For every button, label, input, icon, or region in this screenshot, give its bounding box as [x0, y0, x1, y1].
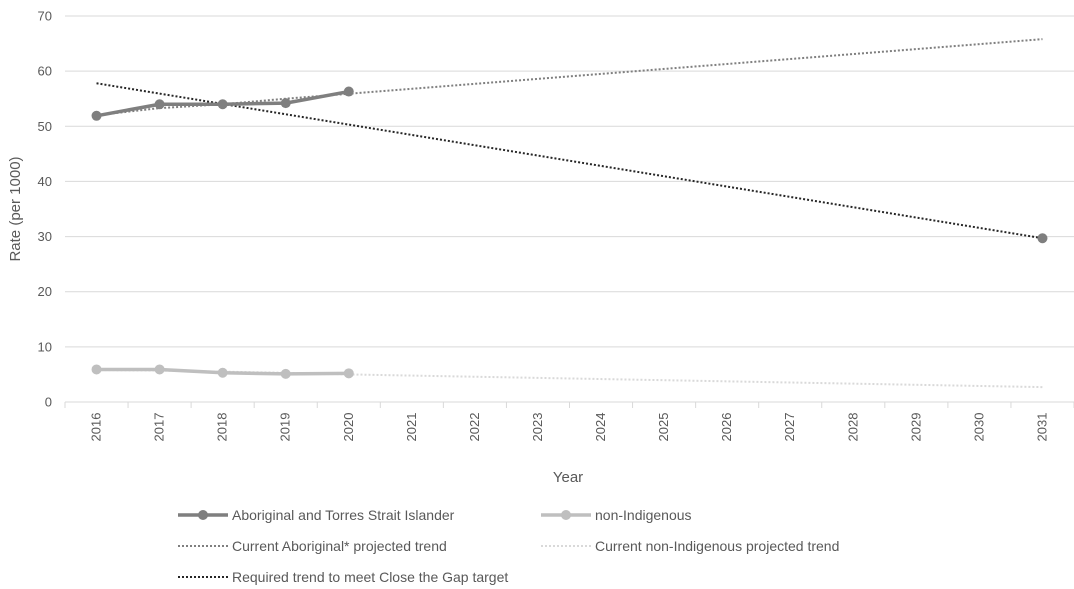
data-point — [217, 367, 228, 378]
trend-line — [96, 82, 1043, 240]
x-tick-label: 2020 — [341, 413, 356, 442]
series-2 — [96, 38, 1043, 117]
x-tick-label: 2026 — [719, 413, 734, 442]
y-tick-label: 20 — [38, 284, 52, 299]
data-point — [91, 364, 102, 375]
data-point — [280, 368, 291, 379]
y-tick-label: 60 — [38, 64, 52, 79]
y-tick-label: 40 — [38, 174, 52, 189]
legend-label: Current non-Indigenous projected trend — [595, 538, 839, 554]
x-tick-label: 2031 — [1034, 413, 1049, 442]
series-4 — [96, 82, 1048, 244]
series-0 — [91, 86, 354, 121]
series-layer — [91, 38, 1048, 389]
y-tick-label: 70 — [38, 9, 52, 24]
x-tick-label: 2028 — [845, 413, 860, 442]
x-tick-label: 2027 — [782, 413, 797, 442]
x-tick-label: 2022 — [467, 413, 482, 442]
y-tick-label: 30 — [38, 229, 52, 244]
y-tick-label: 10 — [38, 339, 52, 354]
legend-label: Aboriginal and Torres Strait Islander — [232, 507, 455, 523]
gridlines — [65, 15, 1074, 348]
target-point — [1037, 233, 1048, 244]
x-tick-label: 2019 — [278, 413, 293, 442]
x-tick-label: 2017 — [152, 413, 167, 442]
x-tick-label: 2024 — [593, 413, 608, 442]
y-axis-title: Rate (per 1000) — [7, 156, 24, 261]
y-tick-labels: 0 10 20 30 40 50 60 70 — [38, 9, 52, 410]
legend-marker — [198, 510, 208, 520]
x-tick-label: 2029 — [908, 413, 923, 442]
y-tick-label: 50 — [38, 119, 52, 134]
x-tick-label: 2030 — [971, 413, 986, 442]
x-tick-label: 2021 — [404, 413, 419, 442]
legend-item: Aboriginal and Torres Strait Islander — [178, 507, 455, 523]
data-point — [154, 364, 165, 375]
data-point — [217, 99, 228, 110]
legend-item: non-Indigenous — [541, 507, 692, 523]
y-tick-label: 0 — [45, 395, 52, 410]
data-point — [91, 110, 102, 121]
x-tick-label: 2018 — [215, 413, 230, 442]
x-tick-labels: 2016 2017 2018 2019 2020 2021 2022 2023 2024 2025… — [89, 413, 1050, 442]
data-point — [280, 98, 291, 109]
legend-label: Required trend to meet Close the Gap tar… — [232, 569, 508, 585]
legend-item: Current Aboriginal* projected trend — [178, 538, 447, 554]
trend-line — [96, 38, 1043, 117]
legend-label: Current Aboriginal* projected trend — [232, 538, 447, 554]
series-1 — [91, 364, 354, 379]
legend-label: non-Indigenous — [595, 507, 692, 523]
legend-marker — [561, 510, 571, 520]
x-tick-marks — [64, 402, 1074, 408]
x-tick-label: 2016 — [89, 413, 104, 442]
data-point — [343, 86, 354, 97]
legend-item: Required trend to meet Close the Gap tar… — [178, 569, 508, 585]
x-tick-label: 2025 — [656, 413, 671, 442]
x-axis-title: Year — [553, 469, 583, 486]
legend-item: Current non-Indigenous projected trend — [541, 538, 839, 554]
legend: Aboriginal and Torres Strait Islander non… — [178, 507, 839, 585]
data-point — [343, 368, 354, 379]
data-point — [154, 99, 165, 110]
x-tick-label: 2023 — [530, 413, 545, 442]
